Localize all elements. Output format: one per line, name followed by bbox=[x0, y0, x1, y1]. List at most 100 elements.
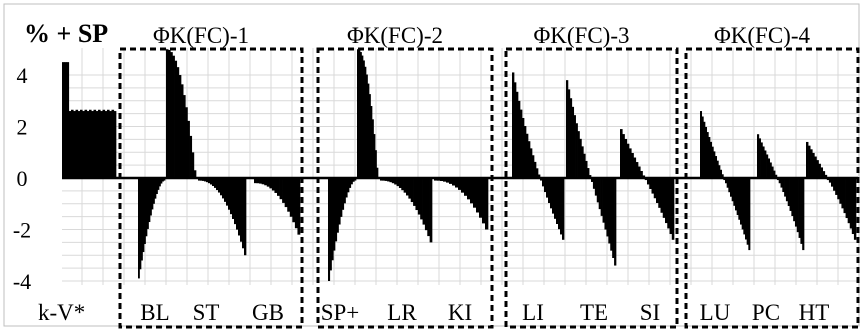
data-bar bbox=[822, 171, 826, 178]
channel-label: BL bbox=[140, 300, 169, 325]
channel-label: HT bbox=[799, 300, 830, 325]
data-bar bbox=[705, 126, 708, 178]
data-bar bbox=[220, 178, 223, 196]
data-bar bbox=[520, 109, 523, 178]
data-bar bbox=[548, 178, 551, 204]
data-bar bbox=[389, 178, 393, 183]
group-boxes bbox=[118, 47, 860, 329]
data-bar bbox=[735, 178, 738, 211]
data-bar bbox=[64, 62, 67, 179]
data-bar bbox=[667, 178, 670, 229]
group-box bbox=[118, 47, 304, 329]
data-bar bbox=[212, 178, 215, 187]
data-bar bbox=[658, 178, 661, 208]
data-bar bbox=[532, 155, 535, 178]
data-bar bbox=[413, 178, 416, 206]
data-bar bbox=[328, 178, 331, 281]
data-bar bbox=[464, 178, 468, 196]
labels: % + SP k-V* 4 2 0 -2 -4 ΦK(FC)-1 BL ST GB ΦK(FC)-… bbox=[13, 19, 830, 325]
data-bar bbox=[653, 178, 657, 199]
data-bar bbox=[80, 109, 83, 178]
data-bar bbox=[401, 178, 404, 191]
data-bar bbox=[631, 152, 634, 178]
data-bar bbox=[68, 111, 72, 178]
data-bar bbox=[168, 49, 171, 178]
data-bar bbox=[240, 178, 243, 242]
data-bar bbox=[758, 138, 761, 178]
data-bar bbox=[612, 178, 615, 258]
data-bar bbox=[516, 91, 519, 178]
data-bar bbox=[800, 178, 803, 244]
data-bar bbox=[785, 178, 789, 202]
data-bar bbox=[242, 178, 245, 249]
data-bar bbox=[153, 178, 155, 204]
data-bar bbox=[437, 178, 441, 181]
data-bar bbox=[746, 178, 749, 245]
data-bar bbox=[482, 178, 486, 224]
data-bar bbox=[406, 178, 409, 196]
data-bar bbox=[748, 178, 751, 251]
data-bar bbox=[208, 178, 211, 184]
data-bar bbox=[202, 178, 205, 181]
data-bar bbox=[292, 178, 296, 223]
data-bar bbox=[740, 178, 743, 225]
data-bar bbox=[350, 178, 353, 185]
data-bar bbox=[589, 175, 592, 178]
data-bar bbox=[701, 116, 704, 178]
data-bar bbox=[415, 178, 419, 211]
data-bar bbox=[730, 178, 733, 197]
data-bar bbox=[841, 178, 844, 209]
data-bar bbox=[170, 52, 173, 178]
data-bar bbox=[710, 141, 713, 178]
data-bar bbox=[764, 150, 767, 178]
data-bar bbox=[669, 178, 673, 235]
data-bar bbox=[629, 148, 632, 178]
y-tick-label: 2 bbox=[17, 115, 28, 140]
data-bar bbox=[340, 178, 343, 217]
data-bar bbox=[769, 162, 772, 178]
channel-label: LR bbox=[387, 300, 417, 325]
data-bar bbox=[162, 178, 164, 182]
data-bar bbox=[181, 84, 184, 178]
data-bar bbox=[610, 178, 613, 251]
data-bar bbox=[793, 178, 796, 222]
data-bar bbox=[818, 163, 821, 178]
data-bar bbox=[159, 178, 161, 187]
data-bar bbox=[82, 111, 85, 178]
data-bar bbox=[232, 178, 235, 219]
data-bar bbox=[470, 178, 474, 204]
data-bar bbox=[662, 178, 666, 218]
data-bar bbox=[394, 178, 397, 185]
data-bar bbox=[73, 111, 76, 178]
data-bar bbox=[554, 178, 557, 219]
data-bar bbox=[144, 178, 146, 244]
data-bar bbox=[236, 178, 239, 230]
data-bar bbox=[660, 178, 664, 213]
data-bar bbox=[183, 95, 186, 178]
data-bar bbox=[216, 178, 219, 191]
data-bar bbox=[837, 178, 840, 200]
data-bar bbox=[343, 178, 346, 204]
data-bar bbox=[449, 178, 453, 184]
x-axis-label: k-V* bbox=[38, 300, 85, 325]
data-bar bbox=[604, 178, 607, 230]
data-bar bbox=[736, 178, 739, 216]
data-bar bbox=[375, 150, 377, 178]
data-bar bbox=[538, 174, 541, 178]
group-label: ΦK(FC)-4 bbox=[714, 23, 811, 48]
data-bar bbox=[357, 49, 359, 178]
chart-title: % + SP bbox=[24, 19, 108, 48]
data-bar bbox=[284, 178, 288, 208]
y-tick-label: 0 bbox=[17, 166, 28, 191]
data-bar bbox=[166, 49, 169, 178]
data-bar bbox=[104, 111, 108, 178]
data-bar bbox=[429, 178, 433, 243]
data-bar bbox=[577, 131, 580, 178]
data-bar bbox=[808, 145, 811, 178]
data-bar bbox=[596, 178, 600, 203]
data-bar bbox=[720, 169, 723, 178]
data-bar bbox=[191, 152, 195, 178]
data-bar bbox=[467, 178, 471, 200]
data-bar bbox=[178, 75, 182, 178]
data-bar bbox=[264, 178, 268, 186]
